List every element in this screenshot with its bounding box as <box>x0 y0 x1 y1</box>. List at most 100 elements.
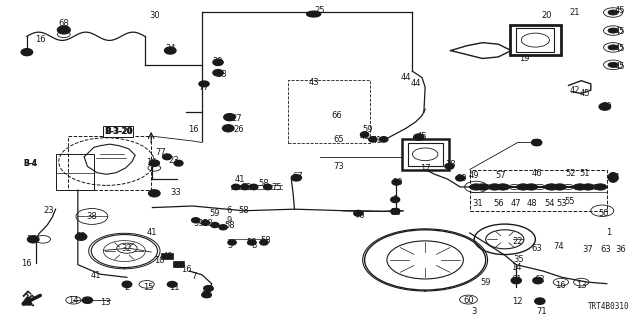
Text: 41: 41 <box>359 132 370 141</box>
Circle shape <box>516 184 529 190</box>
Ellipse shape <box>174 160 183 166</box>
Ellipse shape <box>260 240 268 245</box>
Text: 48: 48 <box>526 199 537 208</box>
Circle shape <box>573 184 586 190</box>
Circle shape <box>608 28 618 33</box>
Text: 13: 13 <box>100 298 111 307</box>
Text: 63: 63 <box>600 245 611 254</box>
Text: 16: 16 <box>36 35 46 44</box>
Ellipse shape <box>391 209 399 214</box>
Text: 58: 58 <box>390 208 401 217</box>
Ellipse shape <box>223 125 234 132</box>
Ellipse shape <box>228 240 236 245</box>
Text: 59: 59 <box>193 219 204 228</box>
Text: 16: 16 <box>189 125 199 134</box>
Text: 8: 8 <box>252 241 257 250</box>
Text: 38: 38 <box>86 212 97 221</box>
Ellipse shape <box>76 233 87 240</box>
Text: 22: 22 <box>512 237 523 246</box>
Text: 65: 65 <box>334 135 344 144</box>
Text: 27: 27 <box>232 114 243 123</box>
Text: 60: 60 <box>463 296 474 305</box>
Ellipse shape <box>291 175 301 181</box>
Bar <box>56 154 94 190</box>
Text: 32: 32 <box>122 244 132 253</box>
Text: 45: 45 <box>579 89 589 98</box>
Text: 62: 62 <box>534 276 545 284</box>
Text: 16: 16 <box>181 265 191 274</box>
Text: 73: 73 <box>333 163 344 172</box>
Circle shape <box>608 10 618 15</box>
Text: 75: 75 <box>271 183 282 192</box>
Text: 49: 49 <box>469 171 479 180</box>
Text: 63: 63 <box>531 244 542 253</box>
Ellipse shape <box>307 11 321 17</box>
Text: 21: 21 <box>570 8 580 17</box>
Text: 42: 42 <box>570 86 580 95</box>
Ellipse shape <box>532 140 541 146</box>
Text: 59: 59 <box>362 125 373 134</box>
Text: 14: 14 <box>511 263 522 272</box>
Text: 16: 16 <box>556 281 566 291</box>
Ellipse shape <box>149 160 159 166</box>
Text: 68: 68 <box>58 19 69 28</box>
Ellipse shape <box>354 211 363 216</box>
Circle shape <box>497 184 509 190</box>
Text: 12: 12 <box>512 297 523 306</box>
Ellipse shape <box>511 277 522 284</box>
Circle shape <box>476 184 489 190</box>
Circle shape <box>470 184 483 190</box>
Text: 41: 41 <box>147 228 157 237</box>
Circle shape <box>488 184 501 190</box>
Text: 51: 51 <box>579 170 589 179</box>
Ellipse shape <box>232 184 240 190</box>
Text: 76: 76 <box>201 291 212 300</box>
Text: 61: 61 <box>511 276 522 284</box>
Text: 79: 79 <box>602 101 612 111</box>
Bar <box>173 261 184 267</box>
Text: 25: 25 <box>315 6 325 15</box>
Text: 36: 36 <box>616 245 626 254</box>
Ellipse shape <box>211 222 219 228</box>
Text: B-4: B-4 <box>23 159 37 168</box>
Text: 39: 39 <box>456 173 467 183</box>
Text: 35: 35 <box>513 255 524 264</box>
Text: 40: 40 <box>163 252 173 261</box>
Ellipse shape <box>224 114 236 121</box>
Text: 4: 4 <box>391 195 397 204</box>
Ellipse shape <box>380 137 388 142</box>
Text: 24: 24 <box>165 44 175 53</box>
Text: 70: 70 <box>354 211 365 220</box>
Text: 33: 33 <box>171 188 181 197</box>
Text: 45: 45 <box>614 62 625 71</box>
Text: 78: 78 <box>531 139 542 148</box>
Text: 34: 34 <box>27 236 37 244</box>
Ellipse shape <box>122 281 132 288</box>
Ellipse shape <box>248 240 256 245</box>
Ellipse shape <box>213 69 223 76</box>
Ellipse shape <box>391 197 399 203</box>
Ellipse shape <box>609 173 618 182</box>
Ellipse shape <box>204 286 213 291</box>
Ellipse shape <box>445 164 454 169</box>
Text: 15: 15 <box>143 283 154 292</box>
Ellipse shape <box>360 132 369 137</box>
Text: 20: 20 <box>541 11 552 20</box>
Text: 40: 40 <box>173 261 184 270</box>
Ellipse shape <box>535 298 545 304</box>
Text: 59: 59 <box>481 278 491 287</box>
Text: 45: 45 <box>614 27 625 36</box>
Bar <box>288 80 370 143</box>
Text: 64: 64 <box>610 172 620 182</box>
Ellipse shape <box>201 220 209 225</box>
Text: 58: 58 <box>238 206 249 215</box>
Ellipse shape <box>148 190 160 197</box>
Text: 44: 44 <box>401 73 412 82</box>
Bar <box>470 170 607 211</box>
Text: 14: 14 <box>68 296 79 305</box>
Ellipse shape <box>202 292 211 298</box>
Ellipse shape <box>413 134 424 140</box>
Ellipse shape <box>533 277 543 284</box>
Bar <box>516 28 554 52</box>
Ellipse shape <box>199 81 209 87</box>
